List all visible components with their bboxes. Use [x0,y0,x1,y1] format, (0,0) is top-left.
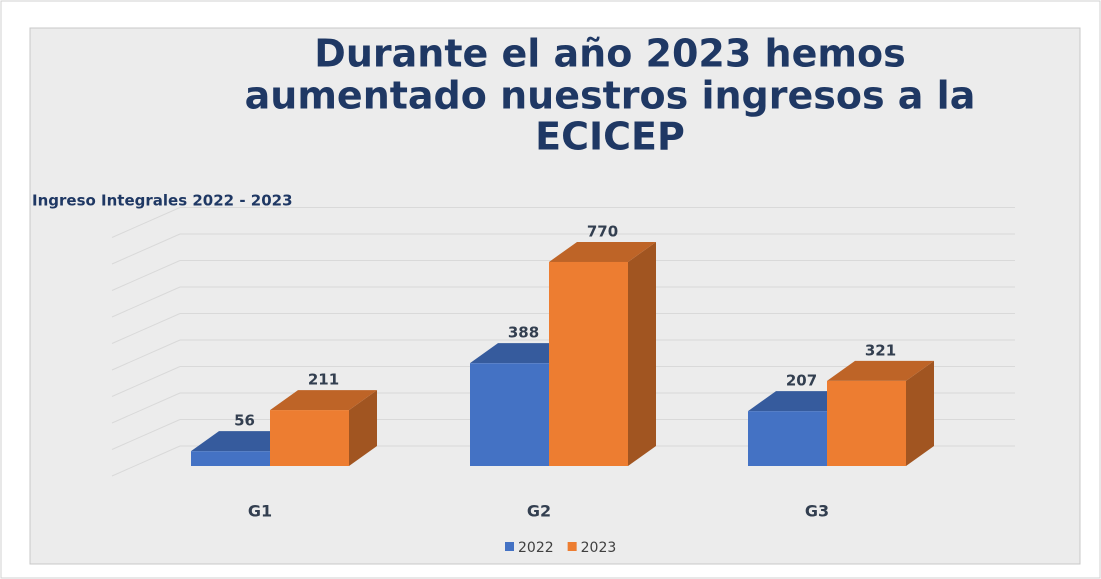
grid-line [111,419,181,450]
bar-top [270,390,377,411]
title-line: ECICEP [535,115,685,159]
bar-side [906,360,934,466]
grid-line [111,366,181,397]
x-tick-label: G2 [527,502,551,521]
grid-line [111,260,181,291]
bar-top [549,241,656,262]
grid-line [111,313,181,344]
grid-line [111,445,181,477]
x-tick-label: G1 [248,502,272,521]
value-label: 207 [786,372,817,390]
legend-swatch [505,542,514,551]
chart-title: Durante el año 2023 hemos aumentado nues… [245,32,976,159]
value-label: 388 [508,324,539,342]
x-tick-label: G3 [805,502,829,521]
bar [191,451,270,466]
bar [549,261,628,466]
subtitle: Ingreso Integrales 2022 - 2023 [32,192,293,210]
value-label: 770 [587,222,618,240]
bar [270,410,349,466]
value-label: 56 [234,412,255,430]
bar [748,411,827,466]
grid-line [111,392,181,424]
bar [827,380,906,466]
legend-label: 2022 [518,540,554,556]
bar-side [628,241,656,466]
grid-line [111,207,181,238]
bar-side [349,390,377,466]
legend-swatch [567,542,577,551]
title-line: Durante el año 2023 hemos [314,32,905,76]
bar [470,363,549,466]
value-label: 321 [865,341,896,359]
grid-line [111,339,181,371]
title-line: aumentado nuestros ingresos a la [245,74,976,118]
grid-line [111,233,181,265]
bar-top [827,360,934,381]
legend-label: 2023 [581,540,617,556]
grid-line [111,286,181,318]
value-label: 211 [308,371,339,389]
